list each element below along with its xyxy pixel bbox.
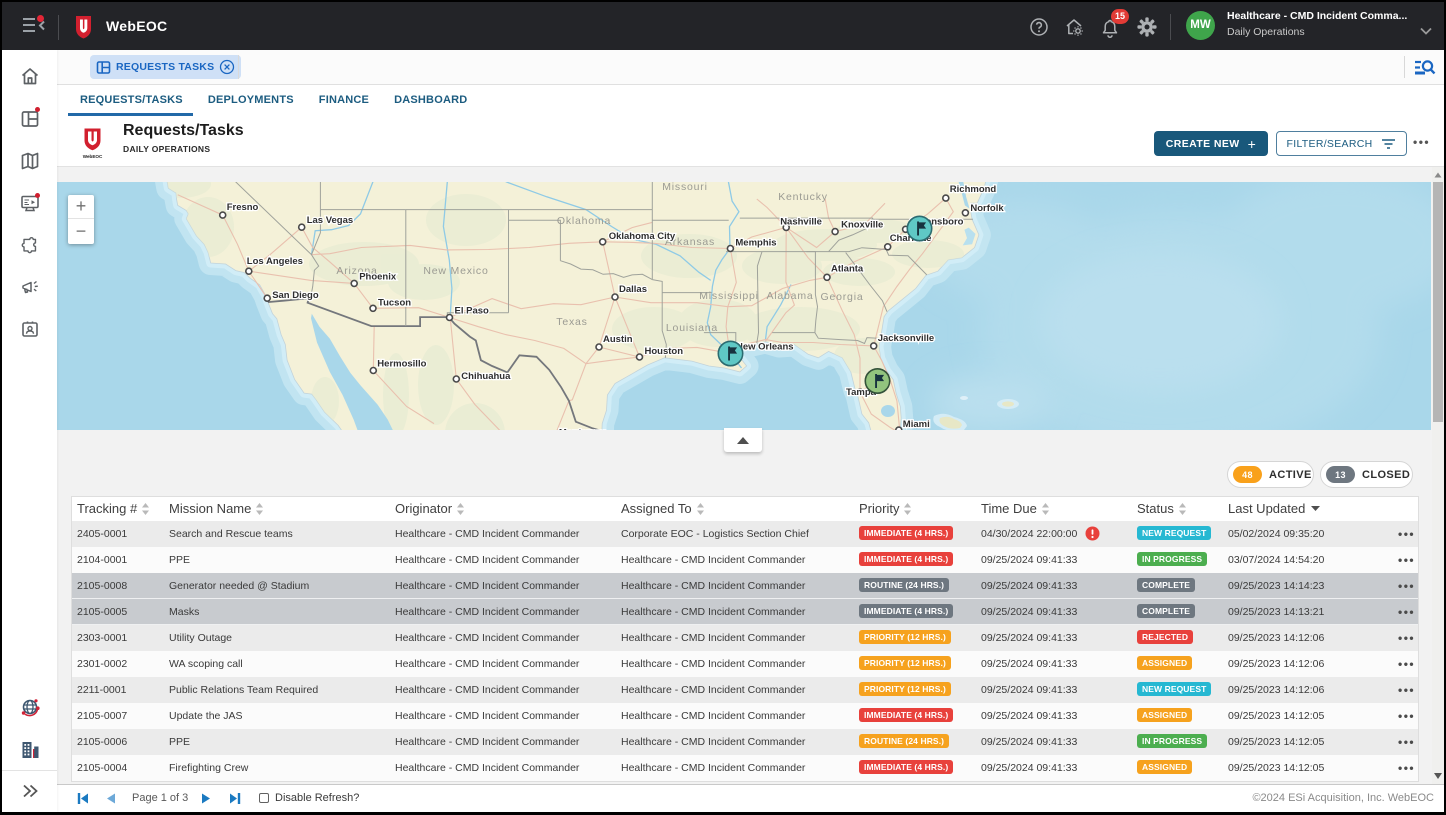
svg-text:Mississippi: Mississippi (699, 290, 759, 302)
svg-text:Norfolk: Norfolk (970, 203, 1004, 214)
svg-text:Dallas: Dallas (619, 284, 647, 295)
svg-text:Hermosillo: Hermosillo (377, 359, 426, 370)
svg-text:Atlanta: Atlanta (831, 263, 864, 274)
svg-text:Miami: Miami (903, 419, 930, 430)
svg-text:WebEOC: WebEOC (83, 154, 103, 159)
svg-text:Alabama: Alabama (766, 290, 813, 302)
svg-text:Georgia: Georgia (821, 291, 864, 303)
svg-text:Austin: Austin (603, 334, 633, 345)
svg-text:Oklahoma: Oklahoma (557, 215, 611, 227)
svg-text:Houston: Houston (645, 346, 684, 357)
svg-text:Chihuahua: Chihuahua (461, 371, 511, 382)
svg-text:New Mexico: New Mexico (423, 265, 488, 277)
svg-text:Las Vegas: Las Vegas (307, 215, 353, 226)
svg-text:Nashville: Nashville (780, 216, 822, 227)
svg-text:Missouri: Missouri (662, 182, 708, 193)
svg-text:Tucson: Tucson (378, 297, 411, 308)
svg-text:Louisiana: Louisiana (666, 322, 718, 334)
svg-text:Arizona: Arizona (336, 265, 377, 277)
svg-text:Texas: Texas (556, 316, 587, 328)
svg-text:Knoxville: Knoxville (841, 220, 883, 231)
svg-text:Fresno: Fresno (227, 202, 259, 213)
svg-text:San Diego: San Diego (272, 290, 319, 301)
svg-text:Los Angeles: Los Angeles (247, 256, 303, 267)
svg-text:El Paso: El Paso (455, 306, 490, 317)
svg-text:New Orleans: New Orleans (736, 341, 794, 352)
svg-text:Jacksonville: Jacksonville (878, 333, 935, 344)
svg-text:Arkansas: Arkansas (665, 236, 715, 248)
svg-text:Oklahoma City: Oklahoma City (609, 231, 676, 242)
svg-text:Monterrey: Monterrey (559, 428, 606, 431)
svg-text:Phoenix: Phoenix (359, 271, 397, 282)
svg-text:Richmond: Richmond (950, 184, 997, 195)
svg-text:Memphis: Memphis (735, 238, 776, 249)
svg-text:Kentucky: Kentucky (778, 191, 828, 203)
